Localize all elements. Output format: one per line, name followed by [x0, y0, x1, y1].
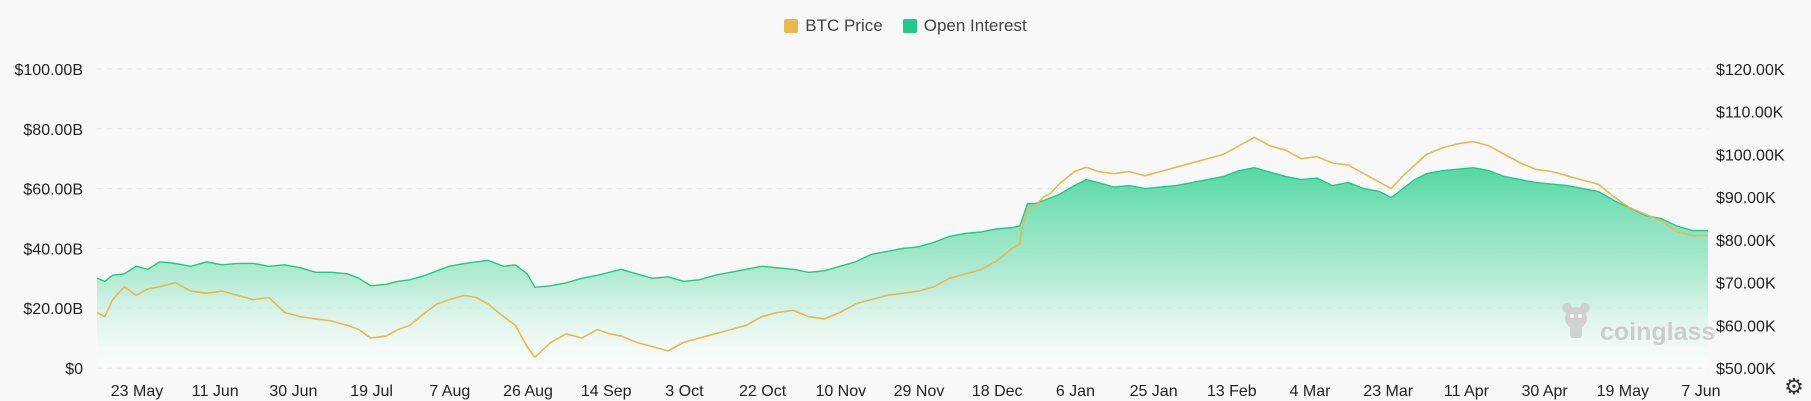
y-right-tick-label: $100.00K — [1716, 147, 1785, 164]
open-interest-series — [96, 166, 1708, 368]
y-right-tick-label: $70.00K — [1716, 276, 1776, 293]
legend-label-btc-price: BTC Price — [805, 16, 883, 35]
legend-item-open-interest[interactable]: Open Interest — [902, 16, 1027, 36]
x-tick-label: 13 Feb — [1207, 383, 1257, 400]
gear-icon[interactable]: ⚙ — [1784, 375, 1804, 400]
x-tick-label: 11 Jun — [192, 383, 239, 400]
chart-legend: BTC Price Open Interest — [0, 16, 1811, 36]
y-right-tick-label: $120.00K — [1716, 62, 1785, 79]
x-tick-label: 25 Jan — [1130, 383, 1178, 400]
x-tick-label: 19 Jul — [350, 383, 393, 400]
y-left-tick-label: $80.00B — [23, 122, 83, 139]
x-tick-label: 19 May — [1597, 383, 1649, 400]
open-interest-area — [97, 167, 1708, 368]
legend-swatch-btc-price — [784, 19, 799, 33]
y-right-tick-label: $50.00K — [1716, 361, 1776, 378]
legend-label-open-interest: Open Interest — [923, 16, 1027, 35]
x-tick-label: 4 Mar — [1290, 383, 1332, 400]
x-tick-label: 22 Oct — [739, 383, 787, 400]
y-left-tick-label: $40.00B — [23, 241, 83, 258]
coinglass-logo-icon — [1562, 303, 1590, 338]
x-tick-label: 11 Apr — [1444, 383, 1490, 400]
y-right-tick-label: $110.00K — [1716, 105, 1784, 122]
x-tick-label: 3 Oct — [665, 383, 704, 400]
legend-swatch-open-interest — [902, 19, 917, 33]
x-tick-label: 18 Dec — [972, 383, 1023, 400]
y-left-tick-label: $60.00B — [23, 182, 83, 199]
x-tick-label: 7 Aug — [429, 383, 470, 400]
y-left-tick-label: $20.00B — [23, 301, 83, 318]
x-tick-label: 14 Sep — [581, 383, 632, 400]
y-right-tick-label: $90.00K — [1716, 190, 1776, 207]
watermark-text: coinglass — [1600, 318, 1715, 346]
x-axis: 23 May 11 Jun 30 Jun 19 Jul 7 Aug 26 Aug 14 Se… — [111, 383, 1721, 400]
x-tick-label: 23 Mar — [1363, 383, 1413, 400]
y-left-tick-label: $100.00B — [14, 62, 83, 79]
btc-price-line — [96, 136, 1708, 359]
x-tick-label: 7 Jun — [1681, 383, 1720, 400]
btc-price-series — [96, 136, 1708, 359]
x-tick-label: 29 Nov — [894, 383, 945, 400]
y-axis-right: $50.00K $60.00K $70.00K $80.00K $90.00K $100.… — [1716, 62, 1785, 378]
watermark: coinglass — [1562, 303, 1715, 346]
y-axis-left: $0 $20.00B $40.00B $60.00B $80.00B $100.00B — [14, 62, 83, 378]
legend-item-btc-price[interactable]: BTC Price — [784, 16, 883, 36]
x-tick-label: 30 Apr — [1521, 383, 1568, 400]
y-right-tick-label: $60.00K — [1716, 318, 1776, 335]
y-left-tick-label: $0 — [65, 361, 83, 378]
open-interest-line — [96, 166, 1708, 289]
x-tick-label: 6 Jan — [1056, 383, 1095, 400]
x-tick-label: 10 Nov — [815, 383, 866, 400]
y-right-tick-label: $80.00K — [1716, 233, 1776, 250]
x-tick-label: 23 May — [111, 383, 163, 400]
x-tick-label: 26 Aug — [503, 383, 553, 400]
x-tick-label: 30 Jun — [269, 383, 317, 400]
